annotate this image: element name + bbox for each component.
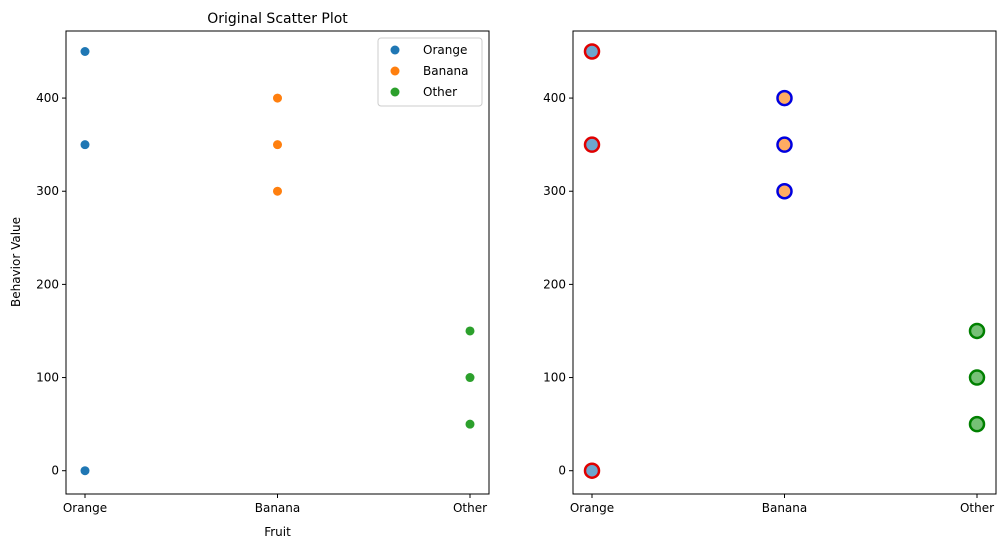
y-tick-label: 300 (543, 184, 566, 198)
legend-box (377, 37, 483, 107)
x-tick-label: Orange (63, 501, 107, 515)
x-axis-ticks: Orange Banana Other (570, 494, 994, 515)
x-axis-ticks: Orange Banana Other (63, 494, 487, 515)
scatter-point (583, 136, 601, 153)
y-tick-label: 400 (36, 91, 59, 105)
y-tick-label: 100 (36, 371, 59, 385)
scatter-point (273, 93, 282, 103)
y-tick-label: 100 (543, 371, 566, 385)
y-tick-label: 0 (558, 464, 566, 478)
legend-label: Orange (423, 43, 467, 57)
x-tick-label: Banana (255, 501, 301, 515)
x-tick-label: Other (960, 501, 994, 515)
legend-label: Banana (423, 64, 469, 78)
scatter-point (776, 182, 793, 200)
scatter-point (273, 140, 282, 150)
legend-marker (390, 66, 400, 76)
y-tick-label: 0 (51, 464, 59, 478)
legend-label: Other (423, 85, 457, 99)
plot-frame (572, 30, 997, 495)
scatter-point (465, 326, 475, 336)
legend: Orange Banana Other (377, 37, 483, 107)
scatter-point (80, 140, 90, 150)
scatter-point (80, 46, 90, 56)
scatter-point (968, 322, 986, 340)
scatter-point (273, 186, 282, 196)
scatter-point (583, 43, 601, 60)
x-axis-label: Fruit (264, 525, 291, 539)
y-tick-label: 200 (543, 277, 566, 291)
y-axis-ticks: 0 100 200 300 400 (36, 91, 66, 478)
y-tick-label: 200 (36, 277, 59, 291)
scatter-point (968, 369, 986, 386)
scatter-point (776, 89, 793, 107)
y-tick-label: 300 (36, 184, 59, 198)
scatter-points (80, 46, 475, 476)
legend-marker (390, 45, 400, 55)
y-axis-ticks: 0 100 200 300 400 (543, 91, 573, 478)
scatter-point (968, 415, 986, 433)
legend-marker (390, 87, 400, 97)
x-tick-label: Other (453, 501, 487, 515)
legend-entries: Orange Banana Other (390, 43, 469, 99)
scatter-point (80, 466, 90, 476)
scatter-point (776, 136, 793, 153)
right-scatter-panel: 0 100 200 300 400 Orange Banana Other (543, 30, 997, 515)
scatter-point (465, 419, 475, 429)
x-tick-label: Orange (570, 501, 614, 515)
chart-title: Original Scatter Plot (207, 11, 348, 27)
left-scatter-panel: Original Scatter Plot 0 100 200 300 400 Oran… (9, 11, 490, 539)
scatter-point (465, 373, 475, 383)
y-axis-label: Behavior Value (9, 217, 23, 307)
plot-frame (65, 30, 490, 495)
scatter-points (583, 43, 986, 479)
scatter-point (583, 462, 601, 479)
x-tick-label: Banana (762, 501, 808, 515)
y-tick-label: 400 (543, 91, 566, 105)
